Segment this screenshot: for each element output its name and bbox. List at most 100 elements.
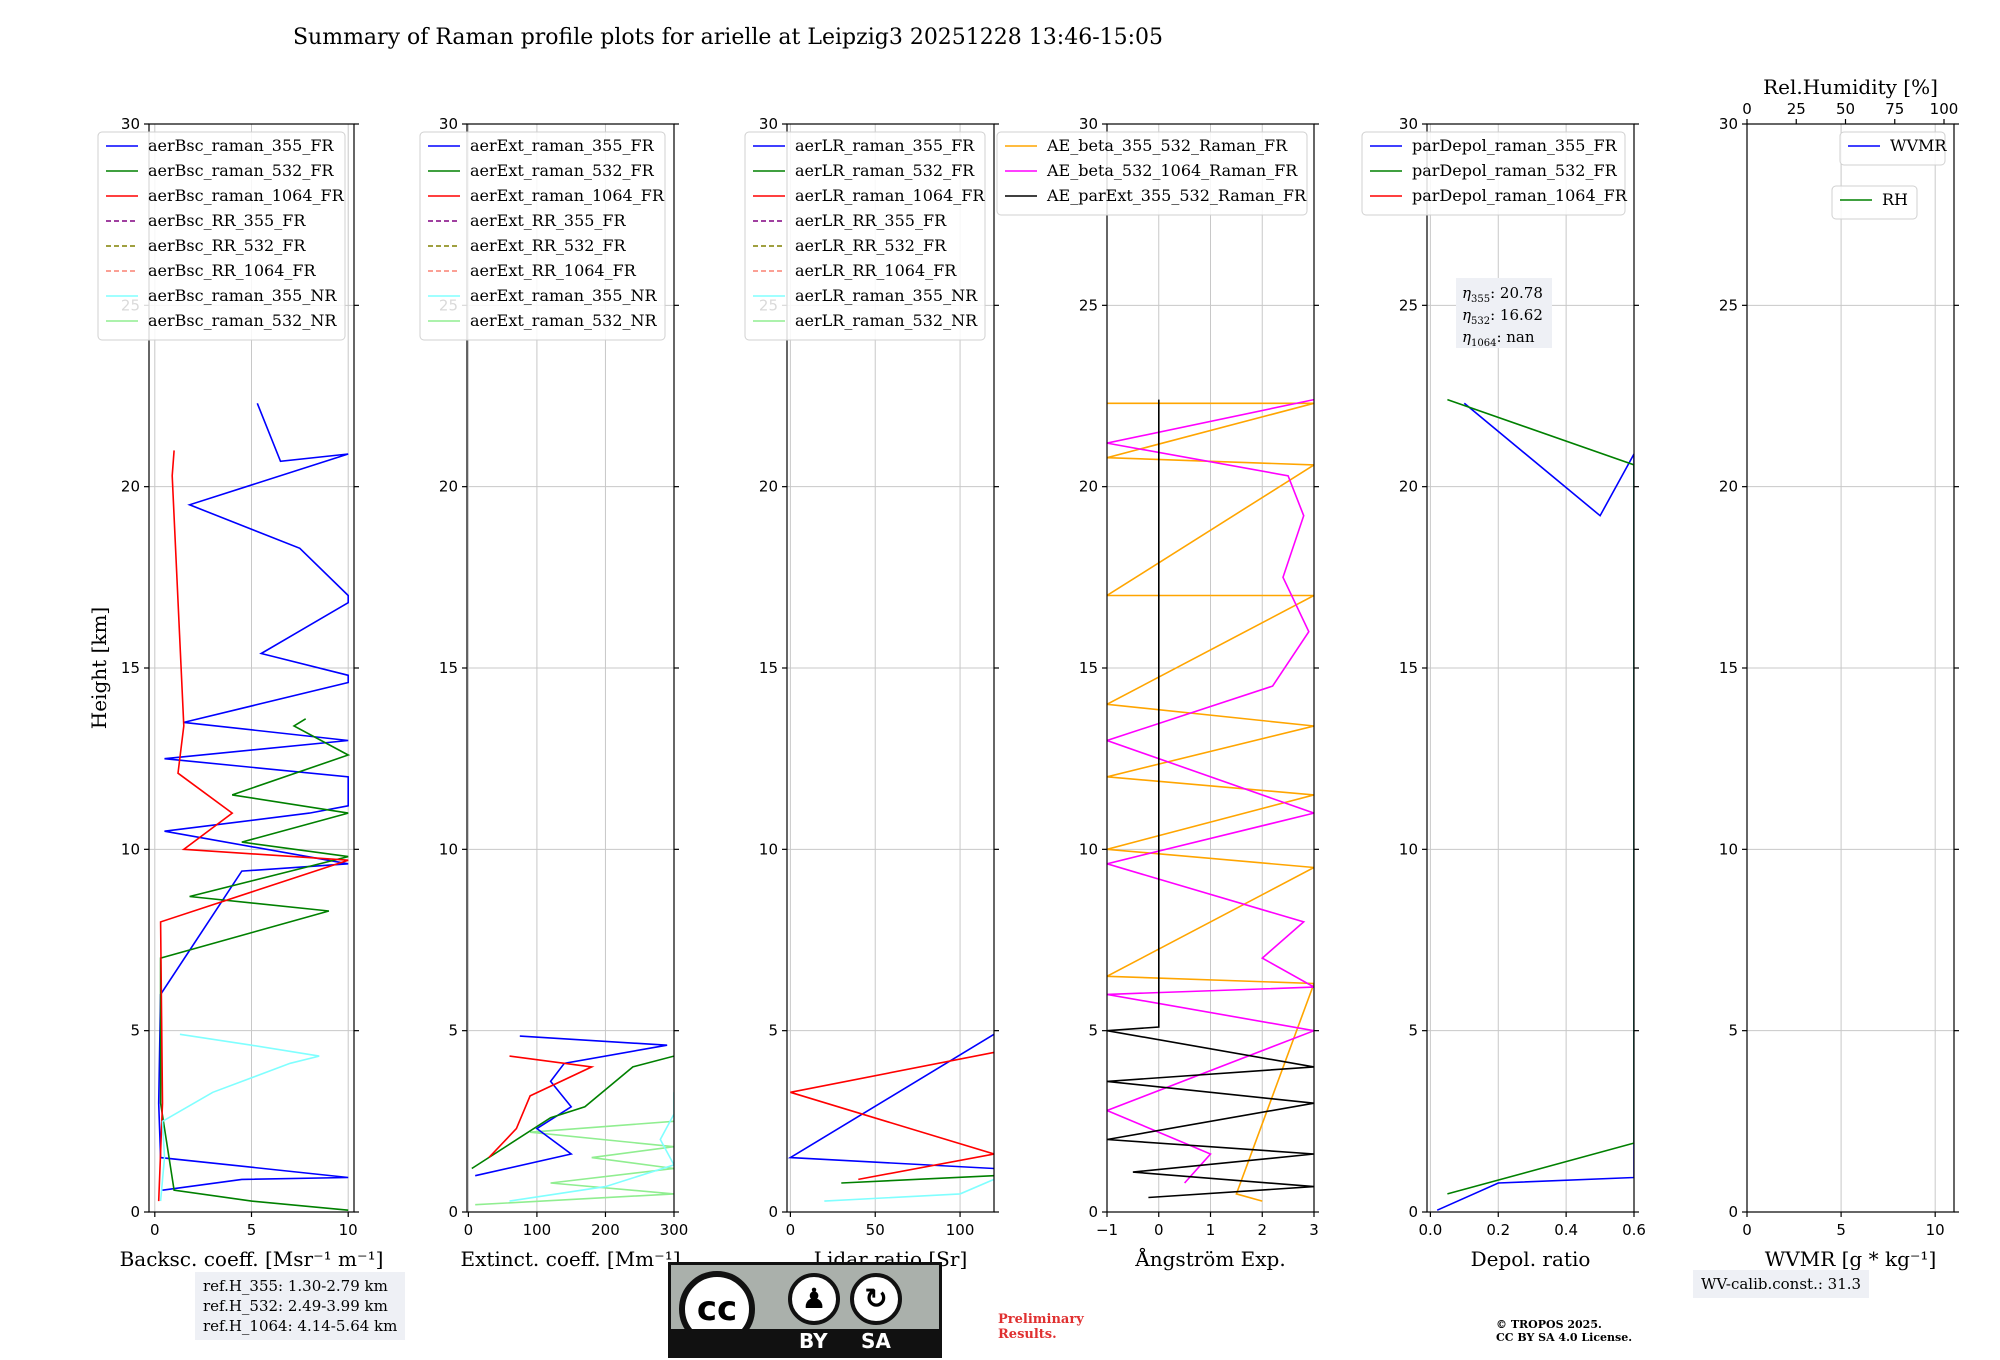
series-parDepol_raman_355_FR — [1436, 402, 1634, 1211]
ytick-label: 30 — [759, 115, 778, 133]
cc-attribution-icon: ♟ — [788, 1273, 840, 1325]
series-aerBsc_raman_355_FR — [157, 403, 350, 1191]
legend: RH — [1831, 185, 1918, 220]
ytick-label: 15 — [121, 659, 140, 677]
legend-entry: aerBsc_raman_355_NR — [148, 286, 337, 305]
xtick-label: 3 — [1309, 1221, 1319, 1239]
cc-share-alike-icon: ↻ — [850, 1273, 902, 1325]
legend-entry: AE_parExt_355_532_Raman_FR — [1046, 186, 1307, 205]
panel-extinction: 0510152025300100200300Extinct. coeff. [M… — [419, 115, 689, 1271]
legend-entry: aerExt_RR_355_FR — [470, 211, 627, 230]
legend-entry: aerExt_raman_532_NR — [470, 311, 658, 330]
cc-sa-label: SA — [861, 1329, 891, 1353]
xtick-label: 0 — [1742, 1221, 1752, 1239]
xtick-label: 0.0 — [1418, 1221, 1442, 1239]
legend-entry: parDepol_raman_1064_FR — [1412, 186, 1628, 205]
ytick-label: 25 — [1079, 296, 1098, 314]
legend-entry: aerLR_raman_355_FR — [795, 136, 975, 155]
xtick-label: 2 — [1257, 1221, 1267, 1239]
xtick-label: 0 — [150, 1221, 160, 1239]
ref-h-1064: ref.H_1064: 4.14-5.64 km — [203, 1317, 398, 1335]
ytick-label: 15 — [1399, 659, 1418, 677]
reference-height-box: ref.H_355: 1.30-2.79 km ref.H_532: 2.49-… — [195, 1272, 406, 1340]
ytick-label: 0 — [448, 1203, 458, 1221]
legend-entry: aerExt_RR_532_FR — [470, 236, 627, 255]
legend-entry: AE_beta_355_532_Raman_FR — [1046, 136, 1288, 155]
legend-entry: aerLR_raman_1064_FR — [795, 186, 985, 205]
series-AE_beta_532_1064_Raman_FR — [1107, 398, 1314, 1184]
legend-entry: WVMR — [1890, 136, 1947, 155]
xtick-label: 100 — [523, 1221, 552, 1239]
ytick-label: 30 — [439, 115, 458, 133]
ytick-label: 0 — [1408, 1203, 1418, 1221]
series-aerBsc_raman_355_NR — [159, 1033, 320, 1202]
series-aerLR_raman_355_FR — [787, 1033, 994, 1170]
copyright-line-2: CC BY SA 4.0 License. — [1496, 1331, 1633, 1344]
preliminary-line-2: Results. — [998, 1327, 1057, 1342]
xtick-label: 100 — [946, 1221, 975, 1239]
series-aerExt_raman_355_FR — [475, 1035, 668, 1177]
copyright-line-1: © TROPOS 2025. — [1496, 1318, 1602, 1331]
ytick-label: 10 — [121, 840, 140, 858]
legend: aerBsc_raman_355_FR aerBsc_raman_532_FRae… — [97, 131, 346, 341]
panel-depol: 0 5 10 15 20 25 30 0.0 0.2 0.4 0.6 Depol. ratio parD… — [1361, 115, 1646, 1271]
panel-backscatter: 0510152025300510Backsc. coeff. [Msr⁻¹ m⁻… — [87, 115, 383, 1271]
wv-calibration-box: WV-calib.const.: 31.3 — [1693, 1270, 1870, 1298]
ytick-label: 20 — [1079, 478, 1098, 496]
xtick-label: 1 — [1206, 1221, 1216, 1239]
eta-value: η1064: nan — [1462, 328, 1535, 349]
xaxis-label: WVMR [g * kg⁻¹] — [1765, 1247, 1937, 1271]
ytick-label: 20 — [439, 478, 458, 496]
legend-entry: aerBsc_raman_1064_FR — [148, 186, 345, 205]
series-parDepol_raman_532_FR — [1447, 398, 1634, 1195]
preliminary-line-1: Preliminary — [998, 1312, 1084, 1327]
wv-calibration-constant: WV-calib.const.: 31.3 — [1701, 1275, 1862, 1293]
ytick-label: 25 — [1399, 296, 1418, 314]
ytick-label: 15 — [759, 659, 778, 677]
xtick-label: 0.2 — [1486, 1221, 1510, 1239]
legend-entry: aerLR_raman_532_FR — [795, 161, 975, 180]
xtick-label: 300 — [660, 1221, 689, 1239]
ytick-label: 30 — [1719, 115, 1738, 133]
ref-h-532: ref.H_532: 2.49-3.99 km — [203, 1297, 388, 1315]
legend-entry: AE_beta_532_1064_Raman_FR — [1046, 161, 1298, 180]
legend-entry: aerLR_RR_1064_FR — [795, 261, 957, 280]
ytick-label: 5 — [448, 1022, 458, 1040]
xtick-label: 10 — [339, 1221, 358, 1239]
xtick-label: 0 — [1154, 1221, 1164, 1239]
legend: AE_beta_355_532_Raman_FR AE_beta_532_1064… — [996, 131, 1308, 216]
ytick-label: 5 — [1088, 1022, 1098, 1040]
xtick-label: 0 — [464, 1221, 474, 1239]
ytick-label: 0 — [130, 1203, 140, 1221]
cc-license-bar — [671, 1329, 939, 1355]
legend-entry: aerLR_RR_355_FR — [795, 211, 947, 230]
legend-entry: parDepol_raman_532_FR — [1412, 161, 1618, 180]
xaxis-label: Backsc. coeff. [Msr⁻¹ m⁻¹] — [120, 1247, 384, 1271]
series-aerExt_raman_355_NR — [509, 1092, 674, 1202]
legend-entry: aerBsc_raman_532_FR — [148, 161, 334, 180]
legend-entry: aerLR_raman_532_NR — [795, 311, 978, 330]
series-aerExt_raman_1064_FR — [488, 1055, 595, 1159]
cc-by-label: BY — [799, 1329, 828, 1353]
legend-entry: aerExt_raman_532_FR — [470, 161, 655, 180]
ytick-label: 5 — [130, 1022, 140, 1040]
top-xtick-label: 100 — [1930, 100, 1959, 118]
ytick-label: 15 — [1719, 659, 1738, 677]
eta-value: η355: 20.78 — [1462, 284, 1543, 305]
top-xtick-label: 0 — [1742, 100, 1752, 118]
legend-entry: aerExt_raman_1064_FR — [470, 186, 665, 205]
series-aerExt_raman_532_FR — [471, 1055, 674, 1170]
legend-entry: aerBsc_RR_1064_FR — [148, 261, 317, 280]
preliminary-note: Preliminary Results. — [998, 1312, 1084, 1342]
ytick-label: 15 — [439, 659, 458, 677]
panel-lidar-ratio: 051015202530050100Lidar ratio [Sr]aerLR_… — [744, 115, 999, 1271]
legend-entry: aerExt_raman_355_FR — [470, 136, 655, 155]
xtick-label: 200 — [591, 1221, 620, 1239]
xaxis-label: Depol. ratio — [1471, 1247, 1591, 1271]
legend-entry: aerExt_raman_355_NR — [470, 286, 658, 305]
ref-h-355: ref.H_355: 1.30-2.79 km — [203, 1277, 388, 1295]
ytick-label: 30 — [1399, 115, 1418, 133]
